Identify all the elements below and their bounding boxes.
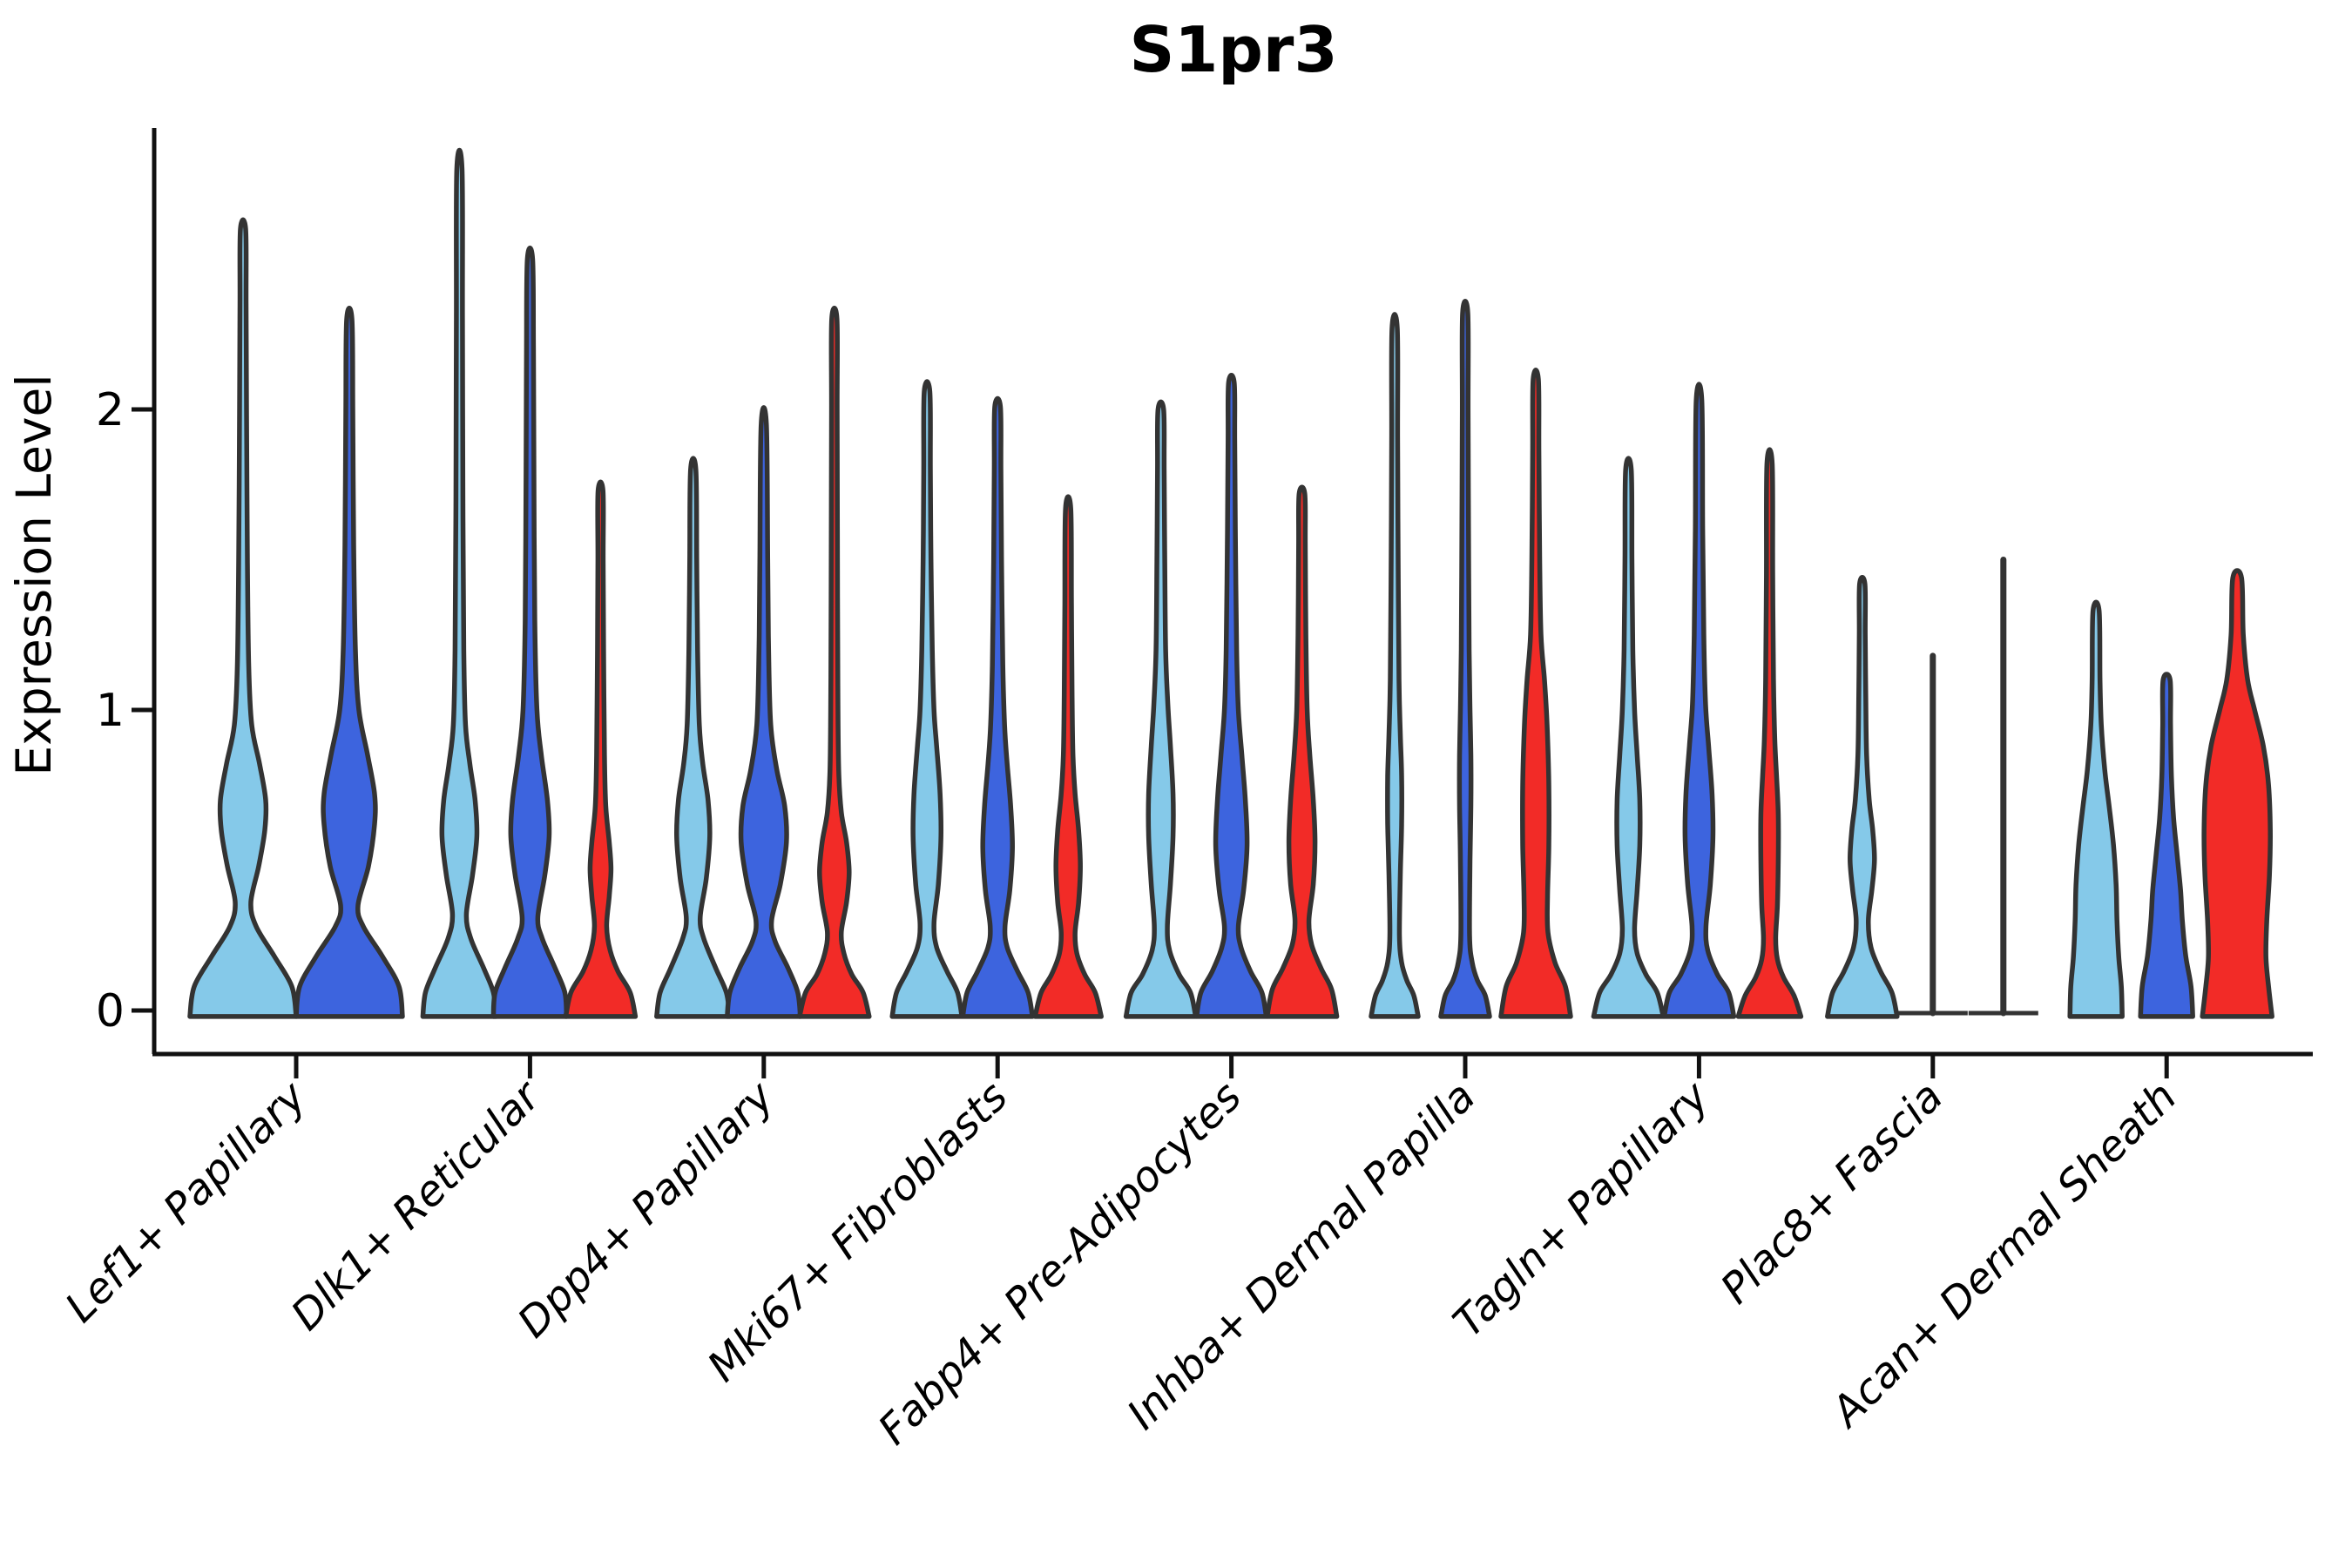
x-tick-label-lef1-papillary: Lef1+ Papillary <box>56 1071 316 1332</box>
violin-tagln-papillary-red <box>1735 447 1804 1019</box>
violin-tagln-papillary-light-blue <box>1591 456 1666 1019</box>
y-tick-label-0: 0 <box>96 985 125 1037</box>
violin-inhba-dermal-papilla-red <box>1498 367 1573 1019</box>
violin-plac8-fascia-light-blue <box>1825 575 1900 1019</box>
violin-dlk1-reticular-light-blue <box>420 147 499 1019</box>
x-tick-label-dlk1-reticular: Dlk1+ Reticular <box>282 1071 552 1341</box>
violin-fabp4-pre-adipocytes-royal-blue <box>1193 373 1269 1019</box>
y-tick-label-2: 2 <box>96 384 125 436</box>
violin-dpp4-papillary-red <box>797 305 872 1019</box>
violin-mki67-fibroblasts-light-blue <box>889 379 964 1019</box>
violin-fabp4-pre-adipocytes-red <box>1264 484 1340 1019</box>
x-tick-label-dpp4-papillary: Dpp4+ Papillary <box>509 1071 784 1347</box>
violin-dpp4-papillary-royal-blue <box>725 405 803 1019</box>
violin-lef1-papillary-royal-blue <box>294 305 405 1019</box>
y-tick-label-1: 1 <box>96 685 125 737</box>
x-tick-label-plac8-fascia: Plac8+ Fascia <box>1712 1072 1953 1314</box>
x-tick-label-tagln-papillary: Tagln+ Papillary <box>1444 1071 1720 1347</box>
violin-mki67-fibroblasts-red <box>1032 494 1104 1019</box>
violin-acan-dermal-sheath-royal-blue <box>2138 672 2195 1019</box>
violin-mki67-fibroblasts-royal-blue <box>960 395 1035 1019</box>
violin-inhba-dermal-papilla-royal-blue <box>1438 299 1492 1019</box>
violin-dlk1-reticular-red <box>563 479 639 1019</box>
violin-acan-dermal-sheath-red <box>2200 568 2274 1019</box>
y-axis-label: Expression Level <box>6 374 62 775</box>
violin-lef1-papillary-light-blue <box>187 217 299 1019</box>
violin-dlk1-reticular-royal-blue <box>490 245 570 1019</box>
violin-tagln-papillary-royal-blue <box>1661 382 1737 1019</box>
violin-inhba-dermal-papilla-light-blue <box>1369 312 1421 1019</box>
violin-dpp4-papillary-light-blue <box>654 456 733 1019</box>
violin-acan-dermal-sheath-light-blue <box>2067 599 2125 1019</box>
chart-title: S1pr3 <box>1129 13 1337 86</box>
violin-fabp4-pre-adipocytes-light-blue <box>1123 399 1199 1019</box>
